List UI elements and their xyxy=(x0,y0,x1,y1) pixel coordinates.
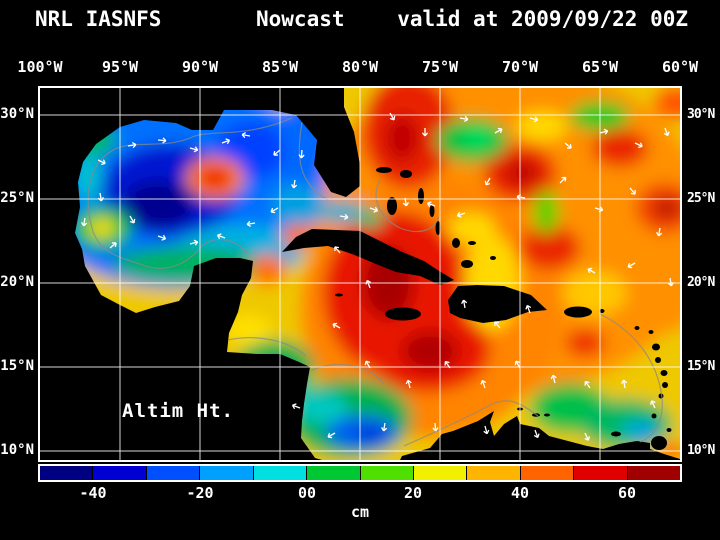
lon-tick-95w: 95°W xyxy=(101,58,139,76)
colorbar-tick-60: 60 xyxy=(617,484,637,502)
colorbar-segment xyxy=(253,466,308,480)
lat-tick-left-10n: 10°N xyxy=(0,442,34,458)
land-hispaniola xyxy=(448,285,547,323)
lon-tick-85w: 85°W xyxy=(261,58,299,76)
colorbar xyxy=(38,464,682,482)
lat-tick-left-25n: 25°N xyxy=(0,190,34,206)
land-jamaica xyxy=(385,307,421,321)
lat-tick-right-20n: 20°N xyxy=(687,275,715,290)
lon-tick-100w: 100°W xyxy=(17,58,63,76)
ssh-map xyxy=(10,58,710,490)
colorbar-segment xyxy=(413,466,468,480)
land-cuba xyxy=(282,229,454,285)
title-product: Nowcast xyxy=(256,7,345,31)
colorbar-tick-00: 00 xyxy=(297,484,317,502)
colorbar-segment xyxy=(307,466,361,480)
bathymetry-contours xyxy=(87,117,663,447)
lon-tick-65w: 65°W xyxy=(581,58,619,76)
lon-tick-60w: 60°W xyxy=(661,58,699,76)
colorbar-segment xyxy=(627,466,681,480)
lat-tick-right-30n: 30°N xyxy=(687,107,715,122)
land-trinidad xyxy=(651,436,667,450)
lat-tick-right-25n: 25°N xyxy=(687,191,715,206)
colorbar-tick-20: 20 xyxy=(403,484,423,502)
lat-tick-left-15n: 15°N xyxy=(0,358,34,374)
graticule xyxy=(40,88,680,460)
lon-tick-75w: 75°W xyxy=(421,58,459,76)
colorbar-segment xyxy=(467,466,521,480)
colorbar-segment xyxy=(40,466,94,480)
colorbar-segment xyxy=(520,466,575,480)
land-puerto-rico xyxy=(564,306,592,318)
colorbar-tick-40: 40 xyxy=(510,484,530,502)
colorbar-segment xyxy=(574,466,628,480)
lat-tick-right-10n: 10°N xyxy=(687,443,715,458)
lon-tick-80w: 80°W xyxy=(341,58,379,76)
colorbar-segment xyxy=(146,466,201,480)
colorbar-segment xyxy=(360,466,414,480)
colorbar-tick-neg20: -20 xyxy=(186,484,214,502)
land-south-america xyxy=(400,411,680,460)
lon-tick-90w: 90°W xyxy=(181,58,219,76)
title-valid-time: valid at 2009/09/22 00Z xyxy=(397,7,688,31)
lat-tick-left-30n: 30°N xyxy=(0,106,34,122)
lon-tick-70w: 70°W xyxy=(501,58,539,76)
map-annotation: Altim Ht. xyxy=(122,400,234,422)
colorbar-segment xyxy=(93,466,147,480)
title-model: NRL IASNFS xyxy=(35,7,162,31)
map-frame: Altim Ht. xyxy=(10,58,710,490)
colorbar-segment xyxy=(200,466,254,480)
colorbar-unit: cm xyxy=(350,503,370,521)
colorbar-tick-neg40: -40 xyxy=(79,484,107,502)
lat-tick-left-20n: 20°N xyxy=(0,274,34,290)
lat-tick-right-15n: 15°N xyxy=(687,359,715,374)
